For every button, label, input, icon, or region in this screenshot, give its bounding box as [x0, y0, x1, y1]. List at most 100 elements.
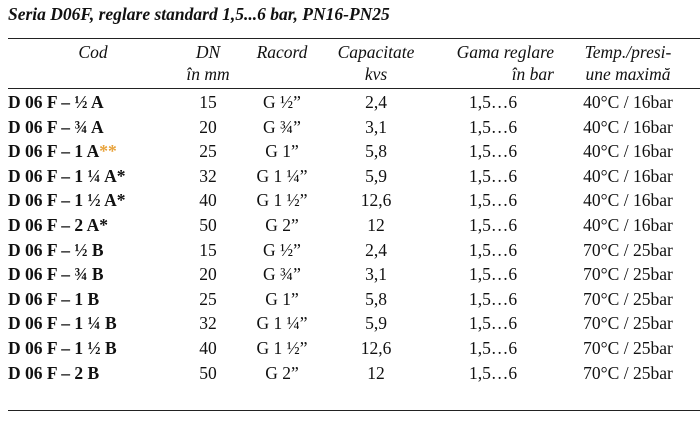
table-row: D 06 F – 1 ¼ B 32 G 1 ¼” 5,9 1,5…6 70°C / 25b…	[0, 311, 700, 336]
cell-racord: G 1”	[265, 288, 299, 309]
cell-temp: 70°C / 25bar	[583, 264, 673, 285]
cell-temp: 70°C / 25bar	[583, 288, 673, 309]
cell-racord: G ½”	[263, 239, 301, 260]
cell-cod: D 06 F – 1 B	[8, 287, 99, 312]
cell-gama: 1,5…6	[468, 92, 518, 112]
cod-text: D 06 F – 1 ½ B	[8, 337, 117, 358]
cell-cod: D 06 F – 1 ½ B	[8, 336, 117, 361]
cell-cod: D 06 F – 1 ¼ B	[8, 311, 117, 336]
header-racord: Racord	[244, 41, 320, 63]
cell-dn: 50	[199, 362, 217, 383]
table-top-rule	[8, 38, 700, 39]
cell-cod: D 06 F – ¾ B	[8, 262, 104, 287]
cell-temp: 40°C / 16bar	[583, 190, 673, 211]
cell-capacitate: 12,6	[360, 337, 392, 358]
cell-capacitate: 12	[367, 214, 385, 235]
cell-temp: 70°C / 25bar	[583, 337, 673, 358]
cod-text: D 06 F – 2 B	[8, 362, 100, 383]
cell-dn: 40	[199, 190, 217, 211]
cell-dn: 15	[199, 239, 217, 260]
cell-gama: 1,5…6	[468, 214, 518, 235]
cell-racord: G 1 ½”	[256, 337, 308, 358]
cell-racord: G ½”	[263, 92, 301, 112]
cell-temp: 70°C / 25bar	[583, 313, 673, 334]
header-dn-line2: în mm	[186, 64, 230, 84]
cell-capacitate: 12	[367, 362, 385, 383]
cod-text: D 06 F – 1 ¼ B	[8, 313, 117, 334]
cell-temp: 40°C / 16bar	[583, 165, 673, 186]
table-row: D 06 F – 1 ½ A* 40 G 1 ½” 12,6 1,5…6 40°C / 1…	[0, 188, 700, 213]
header-gama: Gama reglare în bar	[432, 41, 554, 85]
cell-gama: 1,5…6	[468, 313, 518, 334]
table-row: D 06 F – 1 ¼ A* 32 G 1 ¼” 5,9 1,5…6 40°C / 16…	[0, 164, 700, 189]
cell-capacitate: 12,6	[360, 190, 392, 211]
cell-racord: G 2”	[265, 214, 299, 235]
cell-gama: 1,5…6	[468, 116, 518, 137]
header-temp-line1: Temp./presi-	[584, 42, 672, 62]
cell-temp: 40°C / 16bar	[583, 214, 673, 235]
table-row: D 06 F – ¾ B 20 G ¾” 3,1 1,5…6 70°C / 25bar	[0, 262, 700, 287]
table-row: D 06 F – 1 A** 25 G 1” 5,8 1,5…6 40°C / 16bar	[0, 139, 700, 164]
cell-dn: 25	[199, 141, 217, 162]
cell-temp: 40°C / 16bar	[583, 116, 673, 137]
cod-text: D 06 F – ¾ A	[8, 116, 104, 137]
cell-cod: D 06 F – 2 B	[8, 361, 99, 386]
cod-text: D 06 F – ¾ B	[8, 264, 104, 285]
header-temp-line2: une maximă	[585, 64, 671, 84]
cell-temp: 40°C / 16bar	[583, 92, 673, 112]
cod-text: D 06 F – 2 A*	[8, 214, 108, 235]
cell-gama: 1,5…6	[468, 264, 518, 285]
cod-asterisk-mark: **	[99, 141, 117, 162]
cell-gama: 1,5…6	[468, 362, 518, 383]
cell-dn: 20	[199, 116, 217, 137]
header-dn: DN în mm	[178, 41, 238, 85]
header-gama-line2: în bar	[511, 64, 554, 84]
cell-racord: G ¾”	[263, 116, 301, 137]
cell-gama: 1,5…6	[468, 337, 518, 358]
cell-cod: D 06 F – 1 ¼ A*	[8, 164, 125, 189]
cod-text: D 06 F – 1 B	[8, 288, 100, 309]
header-capacitate-line2: kvs	[364, 64, 388, 84]
cell-gama: 1,5…6	[468, 288, 518, 309]
cell-capacitate: 3,1	[365, 116, 387, 137]
cell-temp: 70°C / 25bar	[583, 239, 673, 260]
header-bottom-rule	[8, 88, 700, 89]
cell-dn: 25	[199, 288, 217, 309]
table-bottom-rule	[8, 410, 700, 411]
cell-racord: G 1 ¼”	[256, 313, 308, 334]
cell-cod: D 06 F – ½ A	[8, 90, 104, 115]
cell-gama: 1,5…6	[468, 190, 518, 211]
cod-text: D 06 F – 1 A	[8, 141, 100, 162]
table-row: D 06 F – 1 B 25 G 1” 5,8 1,5…6 70°C / 25bar	[0, 287, 700, 312]
cell-capacitate: 5,8	[365, 141, 387, 162]
cell-racord: G 1 ½”	[256, 190, 308, 211]
table-row: D 06 F – 2 B 50 G 2” 12 1,5…6 70°C / 25bar	[0, 361, 700, 386]
cell-dn: 32	[199, 165, 217, 186]
table-body: D 06 F – ½ A 15 G ½” 2,4 1,5…6 40°C / 16bar D …	[0, 90, 700, 385]
cell-dn: 40	[199, 337, 217, 358]
table-title: Seria D06F, reglare standard 1,5...6 bar…	[8, 4, 390, 24]
cell-dn: 32	[199, 313, 217, 334]
cell-racord: G ¾”	[263, 264, 301, 285]
cell-gama: 1,5…6	[468, 239, 518, 260]
cell-capacitate: 5,9	[365, 313, 387, 334]
cell-racord: G 1 ¼”	[256, 165, 308, 186]
cell-gama: 1,5…6	[468, 165, 518, 186]
table-row: D 06 F – 2 A* 50 G 2” 12 1,5…6 40°C / 16bar	[0, 213, 700, 238]
cell-capacitate: 5,8	[365, 288, 387, 309]
cell-racord: G 1”	[265, 141, 299, 162]
cell-temp: 40°C / 16bar	[583, 141, 673, 162]
header-capacitate-line1: Capacitate	[337, 42, 415, 62]
cell-capacitate: 2,4	[365, 92, 387, 112]
table-row: D 06 F – ½ A 15 G ½” 2,4 1,5…6 40°C / 16bar	[0, 90, 700, 115]
table-row: D 06 F – 1 ½ B 40 G 1 ½” 12,6 1,5…6 70°C / 25…	[0, 336, 700, 361]
cell-capacitate: 5,9	[365, 165, 387, 186]
header-temp: Temp./presi- une maximă	[566, 41, 690, 85]
header-cod-line1: Cod	[78, 42, 108, 62]
cell-capacitate: 2,4	[365, 239, 387, 260]
cell-gama: 1,5…6	[468, 141, 518, 162]
cell-cod: D 06 F – 1 A**	[8, 139, 117, 164]
header-cod: Cod	[8, 41, 178, 63]
cell-cod: D 06 F – ¾ A	[8, 115, 104, 140]
cod-text: D 06 F – 1 ¼ A*	[8, 165, 126, 186]
